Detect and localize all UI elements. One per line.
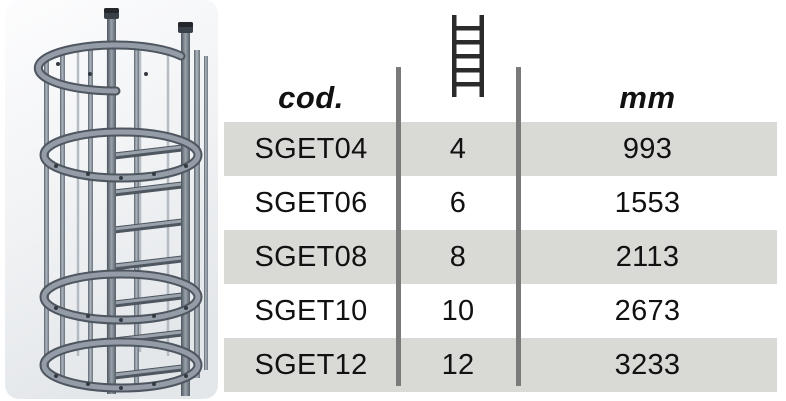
table-row: SGET08 8 2113 (224, 230, 777, 284)
cell-cod: SGET08 (254, 240, 368, 273)
cell-mm: 2673 (614, 294, 681, 327)
table-row: SGET06 6 1553 (224, 176, 777, 230)
table-row: SGET10 10 2673 (224, 284, 777, 338)
cell-rungs: 12 (441, 348, 475, 381)
cell-cod: SGET06 (254, 186, 368, 219)
cell-cod: SGET12 (254, 348, 368, 381)
cell-rungs: 8 (449, 240, 467, 273)
column-divider (396, 67, 401, 386)
product-figure (0, 0, 224, 401)
cell-rungs: 6 (449, 186, 467, 219)
ladder-icon (452, 15, 484, 97)
spec-table: cod. mm SGET04 4 993 SGET06 6 1553 SGET0… (224, 0, 777, 392)
cell-rungs: 10 (441, 294, 475, 327)
cell-mm: 2113 (615, 240, 680, 273)
cell-mm: 3233 (614, 348, 681, 381)
table-row: SGET12 12 3233 (224, 338, 777, 392)
table-row: SGET04 4 993 (224, 122, 777, 176)
cell-cod: SGET04 (254, 132, 368, 165)
header-cod: cod. (278, 80, 344, 115)
cage-ladder-3d-render (5, 0, 218, 399)
column-divider (516, 67, 521, 386)
table-header: cod. mm (224, 0, 777, 122)
header-mm: mm (619, 80, 676, 115)
cell-cod: SGET10 (254, 294, 368, 327)
cell-mm: 993 (622, 132, 673, 165)
cell-rungs: 4 (449, 132, 467, 165)
cell-mm: 1553 (614, 186, 681, 219)
